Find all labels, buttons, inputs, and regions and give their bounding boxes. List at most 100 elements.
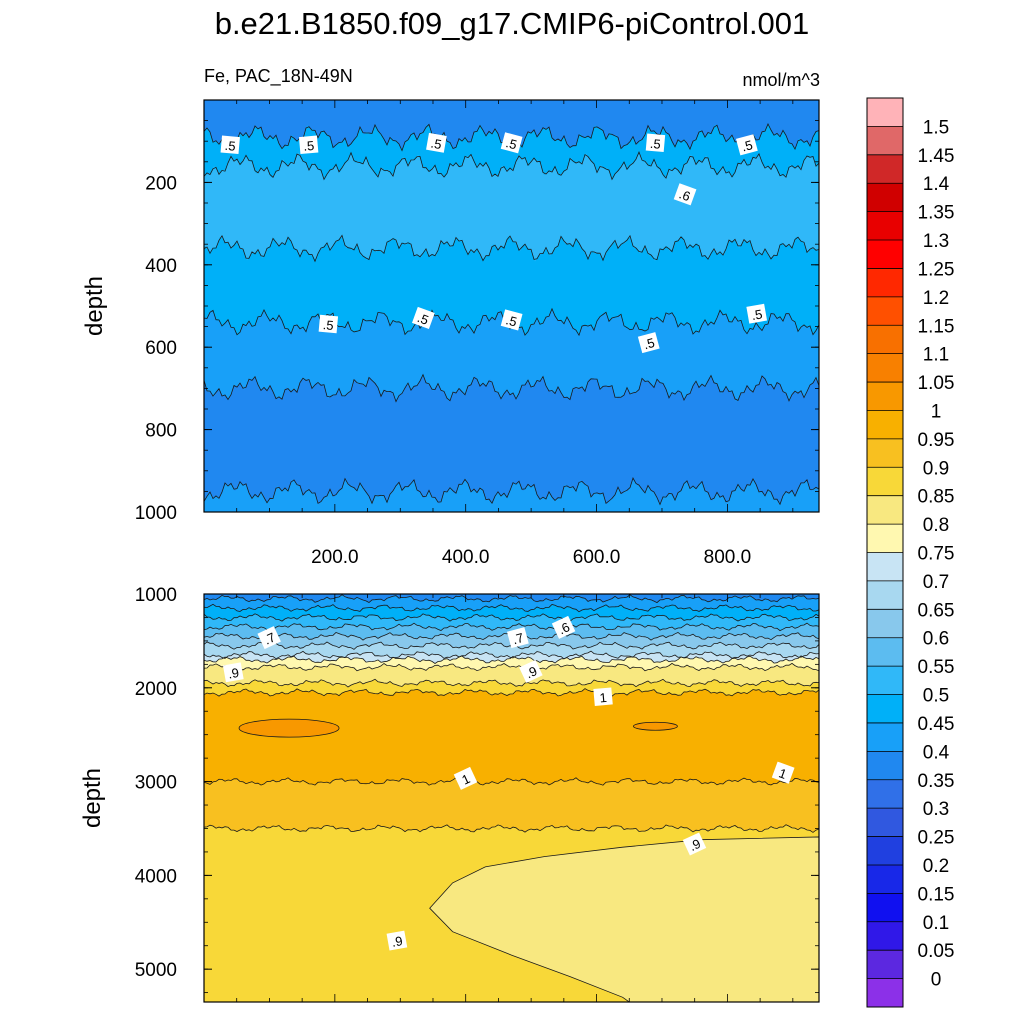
colorbar-swatch: [867, 609, 903, 639]
svg-text:1: 1: [777, 765, 789, 782]
contour-label: .5: [298, 135, 319, 155]
colorbar-level-label: 0.65: [918, 600, 955, 621]
colorbar-swatch: [867, 779, 903, 809]
contour-line: [204, 234, 819, 263]
colorbar-level-label: 0.3: [923, 799, 949, 820]
contour-band: [204, 688, 819, 790]
colorbar-level-label: 0.7: [923, 572, 949, 593]
colorbar: 1.5 1.45 1.4 1.35 1.3 1.25 1.2 1.15 1.1 1.05 1 0.95…: [866, 97, 955, 1008]
x-tick-label: 200.0: [311, 547, 359, 568]
contour-label: .5: [500, 132, 523, 154]
contour-label: .5: [735, 134, 758, 156]
svg-text:.5: .5: [415, 310, 430, 328]
high-fe-patch: [633, 721, 678, 731]
colorbar-swatch: [867, 325, 903, 355]
colorbar-level-label: 0.95: [918, 430, 955, 451]
upper-depth-panel: .5 .5 .5 .5 .5 .5 .6 .5 .5 .5 .5 .5 200 400 600 800 100…: [81, 99, 820, 568]
upper-depth-axis-label: depth: [81, 276, 108, 336]
y-tick-label: 600: [145, 338, 177, 359]
contour-label: 1: [593, 687, 613, 706]
contour-band: [204, 152, 819, 267]
x-tick-label: 800.0: [704, 547, 752, 568]
colorbar-level-label: 0.25: [918, 828, 955, 849]
contour-label: .7: [257, 626, 281, 650]
lower-depth-axis-label: depth: [79, 768, 106, 828]
colorbar-level-label: 1.35: [918, 203, 955, 224]
contour-label: .7: [506, 627, 529, 649]
y-tick-label: 1000: [135, 585, 177, 606]
colorbar-swatch: [867, 467, 903, 497]
contour-band: [204, 374, 819, 510]
contour-label: .5: [500, 309, 523, 331]
svg-text:.5: .5: [649, 136, 661, 152]
colorbar-level-label: 0.45: [918, 714, 955, 735]
y-tick-label: 3000: [135, 773, 177, 794]
contour-band: [204, 777, 819, 837]
colorbar-level-label: 0.9: [923, 458, 949, 479]
svg-text:.5: .5: [430, 135, 443, 152]
colorbar-swatch: [867, 353, 903, 383]
colorbar-level-label: 1.25: [918, 259, 955, 280]
contour-label: .9: [682, 832, 707, 856]
colorbar-swatch: [867, 382, 903, 411]
colorbar-swatch: [867, 268, 903, 298]
x-tick-label: 400.0: [442, 547, 490, 568]
colorbar-level-label: 0.2: [923, 856, 949, 877]
x-tick-label: 600.0: [573, 547, 621, 568]
colorbar-level-label: 0.85: [918, 487, 955, 508]
svg-text:.5: .5: [322, 317, 334, 333]
contour-label: 1: [771, 761, 795, 784]
page-title: b.e21.B1850.f09_g17.CMIP6-piControl.001: [214, 6, 810, 41]
colorbar-level-label: 0.55: [918, 657, 955, 678]
y-tick-label: 2000: [135, 679, 177, 700]
colorbar-level-label: 1.45: [918, 146, 955, 167]
colorbar-level-label: 1.15: [918, 316, 955, 337]
colorbar-level-label: 0.05: [918, 941, 955, 962]
y-tick-label: 200: [145, 173, 177, 194]
colorbar-level-label: 0.35: [918, 771, 955, 792]
colorbar-swatch: [867, 950, 903, 980]
colorbar-swatch: [867, 893, 903, 923]
contour-line: [204, 622, 819, 632]
contour-label: .5: [318, 314, 339, 334]
y-tick-label: 800: [145, 421, 177, 442]
colorbar-swatch: [867, 751, 903, 781]
colorbar-swatch: [867, 154, 903, 184]
contour-label: .5: [220, 135, 240, 155]
svg-text:.5: .5: [224, 138, 236, 154]
contour-label: .9: [222, 662, 244, 683]
colorbar-swatch: [867, 211, 903, 241]
contour-line: [204, 373, 819, 403]
colorbar-level-label: 1.3: [923, 231, 949, 252]
y-tick-label: 4000: [135, 866, 177, 887]
colorbar-swatch: [867, 410, 903, 440]
colorbar-swatch: [867, 694, 903, 724]
colorbar-swatch: [867, 978, 903, 1008]
colorbar-swatch: [867, 637, 903, 667]
contour-label: .6: [673, 183, 697, 206]
contour-line: [204, 824, 819, 833]
svg-text:.9: .9: [227, 665, 240, 682]
colorbar-level-label: 0.8: [923, 515, 949, 536]
svg-text:.5: .5: [303, 138, 315, 154]
contour-label: .5: [746, 303, 768, 324]
lower-depth-panel: .7 .7 .6 .9 .9 1 1 1 .9 .9 1000 2000 3000 4000 5000 d…: [79, 585, 820, 1003]
colorbar-swatch: [867, 921, 903, 951]
colorbar-level-label: 1.4: [923, 174, 950, 195]
svg-text:.5: .5: [504, 312, 518, 329]
colorbar-swatch: [867, 580, 903, 610]
colorbar-level-label: 0.6: [923, 629, 949, 650]
contour-label: .5: [426, 132, 447, 153]
contour-label: .5: [412, 306, 435, 329]
contour-label: 1: [453, 766, 478, 790]
colorbar-level-label: 1.1: [923, 345, 949, 366]
deep-water-region: [429, 836, 819, 1002]
svg-text:.5: .5: [740, 137, 754, 154]
contour-line: [204, 476, 819, 506]
contour-line: [204, 678, 819, 688]
contour-band: [204, 309, 819, 407]
y-tick-label: 400: [145, 256, 177, 277]
contour-label: .9: [519, 659, 543, 683]
contour-band: [204, 478, 819, 512]
